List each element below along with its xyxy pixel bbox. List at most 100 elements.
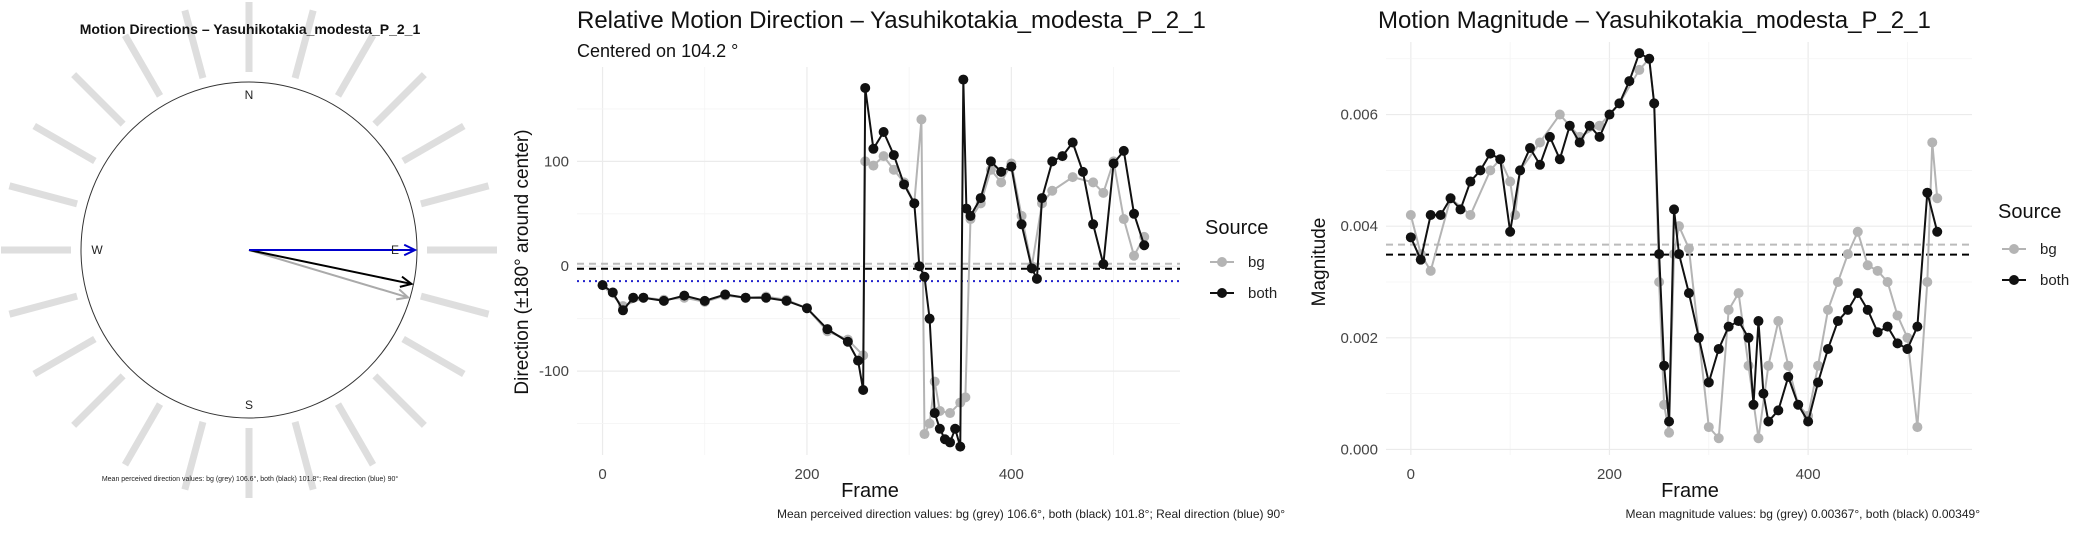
data-point-both [868, 143, 879, 154]
data-point-bg [1098, 187, 1109, 198]
data-point-bg [1892, 310, 1903, 321]
data-point-both [1683, 288, 1694, 299]
data-point-bg [1425, 265, 1436, 276]
legend-key-point-both [1217, 288, 1227, 298]
data-point-bg [1927, 137, 1938, 148]
data-point-both [1624, 76, 1635, 87]
data-point-both [1445, 193, 1456, 204]
legend-title: Source [1998, 201, 2061, 223]
data-point-both [740, 292, 751, 303]
data-point-bg [1723, 304, 1734, 315]
x-axis-label: Frame [841, 480, 899, 502]
data-point-bg [1118, 214, 1129, 225]
x-tick-label: 400 [1796, 466, 1821, 483]
data-point-both [1425, 210, 1436, 221]
data-point-both [1654, 249, 1665, 260]
data-point-bg [996, 177, 1007, 188]
y-tick-label: 0.004 [1340, 218, 1378, 235]
data-point-both [1664, 416, 1675, 427]
data-point-bg [919, 429, 930, 440]
compass-ray-45 [372, 72, 427, 127]
chart-caption: Mean magnitude values: bg (grey) 0.00367… [1626, 507, 1981, 521]
data-point-both [975, 193, 986, 204]
data-point-both [1525, 143, 1536, 154]
data-point-bg [1047, 185, 1058, 196]
data-point-both [958, 74, 969, 85]
data-point-both [1669, 204, 1680, 215]
compass-label-east: E [391, 243, 399, 257]
data-point-both [1139, 240, 1150, 251]
magnitude-panel: 0 200 400 0.000 0.002 0.004 0.006 Motion Magni… [1300, 0, 2100, 533]
data-point-both [985, 156, 996, 167]
legend-label-both: both [2040, 272, 2069, 289]
legend-label-both: both [1248, 285, 1277, 302]
data-point-both [1098, 259, 1109, 270]
data-point-both [1006, 161, 1017, 172]
data-point-both [919, 271, 930, 282]
compass-ray-255 [181, 421, 207, 491]
data-point-both [961, 203, 972, 214]
data-point-both [720, 289, 731, 300]
data-point-both [1733, 316, 1744, 327]
data-point-both [1485, 148, 1496, 159]
data-point-both [1465, 176, 1476, 187]
data-point-both [996, 166, 1007, 177]
data-point-bg [1902, 332, 1913, 343]
data-point-both [1922, 187, 1933, 198]
x-tick-label: 200 [1597, 466, 1622, 483]
data-point-bg [1783, 360, 1794, 371]
compass-ray-195 [8, 292, 78, 318]
data-point-both [1713, 343, 1724, 354]
data-point-both [1505, 226, 1516, 237]
y-tick-label: 0.006 [1340, 107, 1378, 124]
data-point-both [1822, 343, 1833, 354]
x-tick-label: 0 [598, 466, 606, 483]
data-point-both [853, 355, 864, 366]
data-point-both [1872, 327, 1883, 338]
y-axis-label: Magnitude [1309, 218, 1330, 307]
data-point-both [658, 295, 669, 306]
data-point-both [1758, 388, 1769, 399]
data-point-both [1129, 208, 1140, 219]
data-point-bg [1872, 265, 1883, 276]
data-point-both [1534, 159, 1545, 170]
data-point-both [1584, 120, 1595, 131]
data-point-bg [1813, 360, 1824, 371]
data-point-both [761, 292, 772, 303]
compass-chart: Motion Directions – Yasuhikotakia_modest… [1, 2, 497, 498]
compass-label-west: W [91, 243, 103, 257]
data-point-both [628, 292, 639, 303]
data-point-bg [1832, 276, 1843, 287]
legend: Source bg both [1998, 201, 2069, 289]
legend-key-point-both [2009, 275, 2019, 285]
data-point-both [1405, 232, 1416, 243]
data-point-both [1108, 158, 1119, 169]
direction-chart: 0 200 400 -100 0 100 Relative Motion Directio… [512, 7, 1285, 521]
data-point-both [1748, 399, 1759, 410]
data-point-both [1912, 321, 1923, 332]
data-point-bg [1405, 210, 1416, 221]
data-point-bg [1862, 260, 1873, 271]
data-point-both [878, 127, 889, 138]
data-point-both [638, 292, 649, 303]
x-tick-label: 200 [794, 466, 819, 483]
data-point-both [699, 295, 710, 306]
arrow-bg [248, 249, 411, 301]
y-tick-label: -100 [539, 363, 569, 380]
legend-key-point-bg [2009, 244, 2019, 254]
data-point-bg [1664, 427, 1675, 438]
data-point-both [955, 441, 966, 452]
chart-caption: Mean perceived direction values: bg (gre… [102, 475, 399, 483]
compass-label-north: N [245, 88, 254, 102]
chart-title: Relative Motion Direction – Yasuhikotaki… [577, 7, 1206, 34]
data-point-both [888, 150, 899, 161]
data-point-both [950, 423, 961, 434]
data-point-both [679, 290, 690, 301]
data-point-both [909, 198, 920, 209]
data-point-both [1803, 416, 1814, 427]
compass-ray-330 [401, 335, 466, 378]
compass-ray-150 [32, 122, 97, 165]
compass-ray-120 [121, 33, 164, 98]
data-point-both [1649, 98, 1660, 109]
compass-ray-345 [420, 292, 490, 318]
